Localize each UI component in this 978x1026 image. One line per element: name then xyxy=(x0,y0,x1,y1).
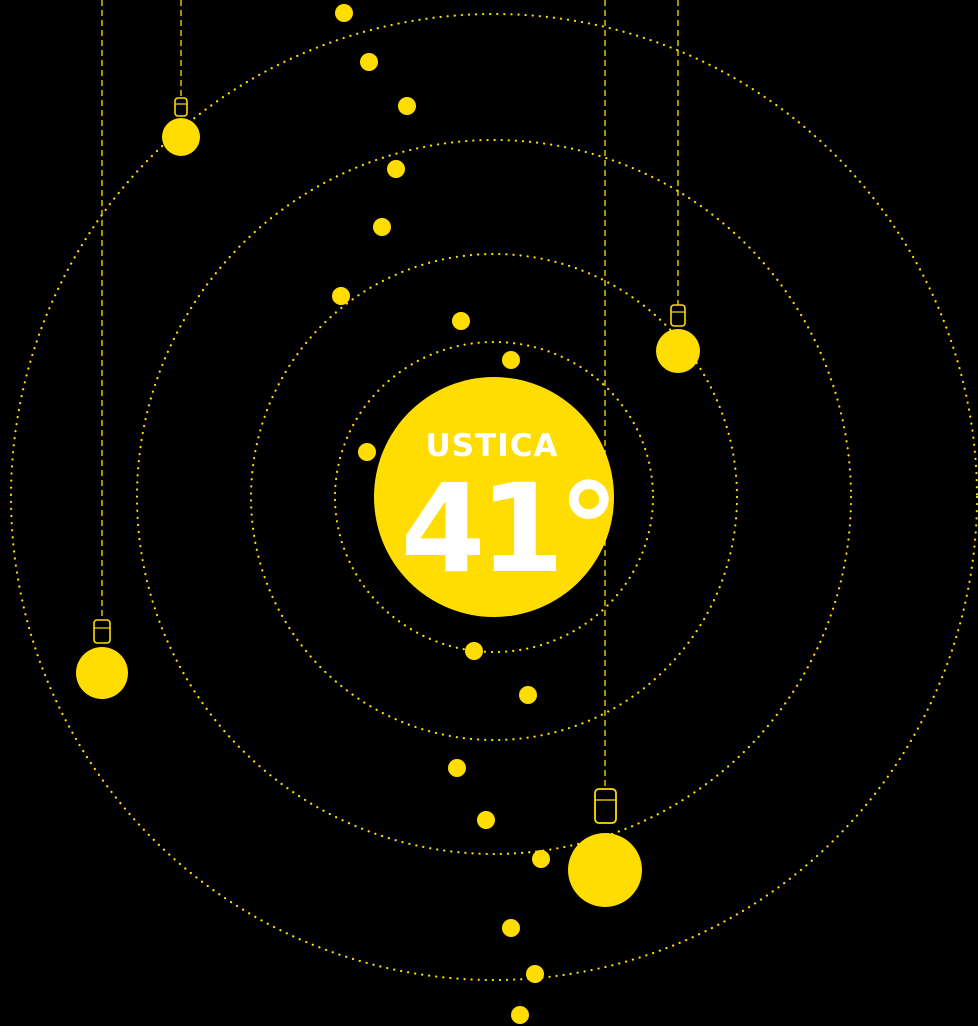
orbit-ring-1 xyxy=(333,340,655,654)
dot xyxy=(332,287,350,305)
dot xyxy=(511,1006,529,1024)
dot xyxy=(465,642,483,660)
dot xyxy=(387,160,405,178)
dot xyxy=(358,443,376,461)
dot xyxy=(335,4,353,22)
orbit-rings xyxy=(10,13,978,981)
dot xyxy=(502,919,520,937)
center-badge-circle xyxy=(374,377,614,617)
orbit-ring-3 xyxy=(135,138,853,856)
dot xyxy=(532,850,550,868)
title-word: USTICA xyxy=(426,428,559,464)
dot xyxy=(448,759,466,777)
hanging-light-bulb-icon xyxy=(568,788,642,907)
dot xyxy=(373,218,391,236)
orbit-ring-4 xyxy=(10,13,978,981)
dot xyxy=(519,686,537,704)
dot xyxy=(398,97,416,115)
title-number: 41° xyxy=(401,458,614,600)
hanging-light-bulb-icon xyxy=(656,304,700,373)
hanging-light-bulb-icon xyxy=(162,97,200,156)
dot xyxy=(452,312,470,330)
hanging-cords xyxy=(101,0,679,789)
dot xyxy=(526,965,544,983)
dot xyxy=(502,351,520,369)
dot xyxy=(477,811,495,829)
dot xyxy=(360,53,378,71)
scattered-dots xyxy=(332,4,550,1024)
hanging-light-bulb-icon xyxy=(76,619,128,699)
center-badge: USTICA 41° xyxy=(374,377,619,617)
orbit-ring-2 xyxy=(249,252,739,742)
